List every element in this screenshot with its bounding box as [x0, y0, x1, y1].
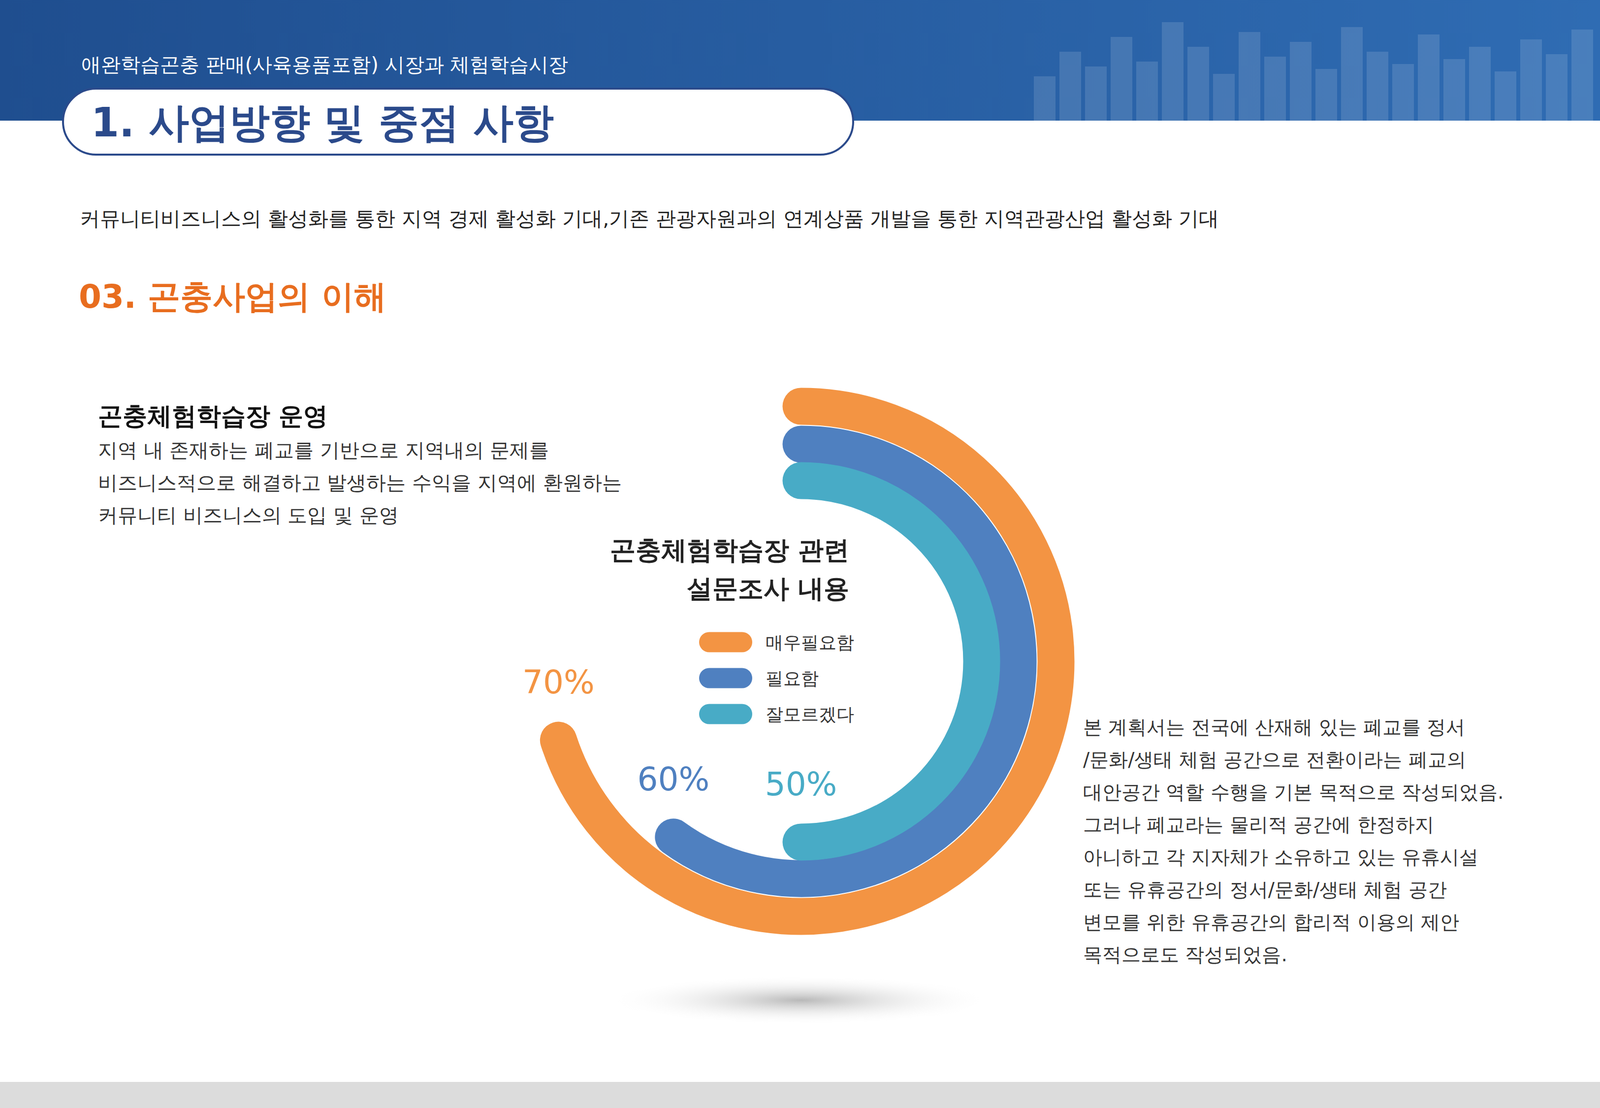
legend-swatch	[699, 668, 753, 689]
left-line: 비즈니스적으로 해결하고 발생하는 수익을 지역에 환원하는	[97, 471, 622, 494]
radial-bars	[558, 406, 1056, 917]
legend-label: 필요함	[765, 668, 819, 689]
right-line: /문화/생태 체험 공간으로 전환이라는 폐교의	[1083, 748, 1467, 771]
left-heading: 곤충체험학습장 운영	[97, 401, 328, 431]
right-line: 본 계획서는 전국에 산재해 있는 폐교를 정서	[1083, 715, 1466, 738]
chart-title-line: 설문조사 내용	[686, 573, 850, 604]
legend-label: 잘모르겠다	[765, 704, 855, 725]
radial-bar	[558, 406, 1056, 917]
right-line: 대안공간 역할 수행을 기본 목적으로 작성되었음.	[1083, 780, 1504, 803]
skyline-building	[1315, 68, 1338, 121]
footer-band	[0, 1081, 1600, 1108]
chart-title: 곤충체험학습장 관련설문조사 내용	[609, 535, 850, 604]
skyline-building	[1085, 66, 1107, 121]
right-line: 그러나 폐교라는 물리적 공간에 한정하지	[1083, 813, 1435, 836]
left-line: 커뮤니티 비즈니스의 도입 및 운영	[97, 503, 399, 527]
skyline-building	[1366, 51, 1389, 121]
skyline-building	[1443, 59, 1466, 121]
right-line: 또는 유휴공간의 정서/문화/생태 체험 공간	[1083, 878, 1447, 901]
skyline-building	[1213, 73, 1235, 121]
skyline-building	[1110, 36, 1133, 121]
skyline-building	[1289, 41, 1312, 121]
data-label: 70%	[522, 663, 595, 702]
skyline-building	[1238, 32, 1261, 121]
left-line: 지역 내 존재하는 폐교를 기반으로 지역내의 문제를	[97, 438, 549, 462]
right-line: 변모를 위한 유휴공간의 합리적 이용의 제안	[1083, 910, 1460, 933]
chart-title-line: 곤충체험학습장 관련	[609, 535, 850, 565]
skyline-building	[1187, 46, 1210, 121]
skyline-building	[1545, 54, 1568, 121]
skyline-building	[1033, 76, 1056, 121]
skyline-building	[1392, 64, 1414, 121]
section-title: 03. 곤충사업의 이해	[78, 277, 387, 316]
skyline-building	[1571, 29, 1594, 121]
header-subtitle: 애완학습곤충 판매(사육용품포함) 시장과 체험학습시장	[81, 53, 569, 76]
skyline-building	[1417, 34, 1440, 121]
skyline-building	[1520, 39, 1542, 121]
title-pill	[63, 88, 854, 155]
legend-swatch	[699, 632, 753, 653]
skyline-building	[1264, 56, 1286, 121]
skyline-building	[1059, 51, 1082, 121]
skyline-building	[1469, 46, 1491, 121]
skyline-building	[1341, 27, 1363, 121]
radial-bar	[673, 444, 1019, 879]
legend-label: 매우필요함	[765, 632, 855, 653]
skyline-building	[1136, 61, 1158, 121]
page: 애완학습곤충 판매(사육용품포함) 시장과 체험학습시장 1. 사업방향 및 중점…	[0, 0, 1600, 1108]
header-title: 1. 사업방향 및 중점 사항	[91, 98, 554, 146]
data-label: 60%	[637, 760, 710, 799]
right-line: 목적으로도 작성되었음.	[1083, 943, 1288, 966]
right-line: 아니하고 각 지자체가 소유하고 있는 유휴시설	[1083, 845, 1479, 868]
data-label: 50%	[765, 765, 838, 803]
chart-shadow	[607, 975, 995, 1025]
skyline-building	[1494, 71, 1517, 121]
skyline-building	[1161, 22, 1184, 121]
intro-text: 커뮤니티비즈니스의 활성화를 통한 지역 경제 활성화 기대,기존 관광자원과의…	[79, 206, 1219, 231]
legend-swatch	[699, 704, 753, 725]
